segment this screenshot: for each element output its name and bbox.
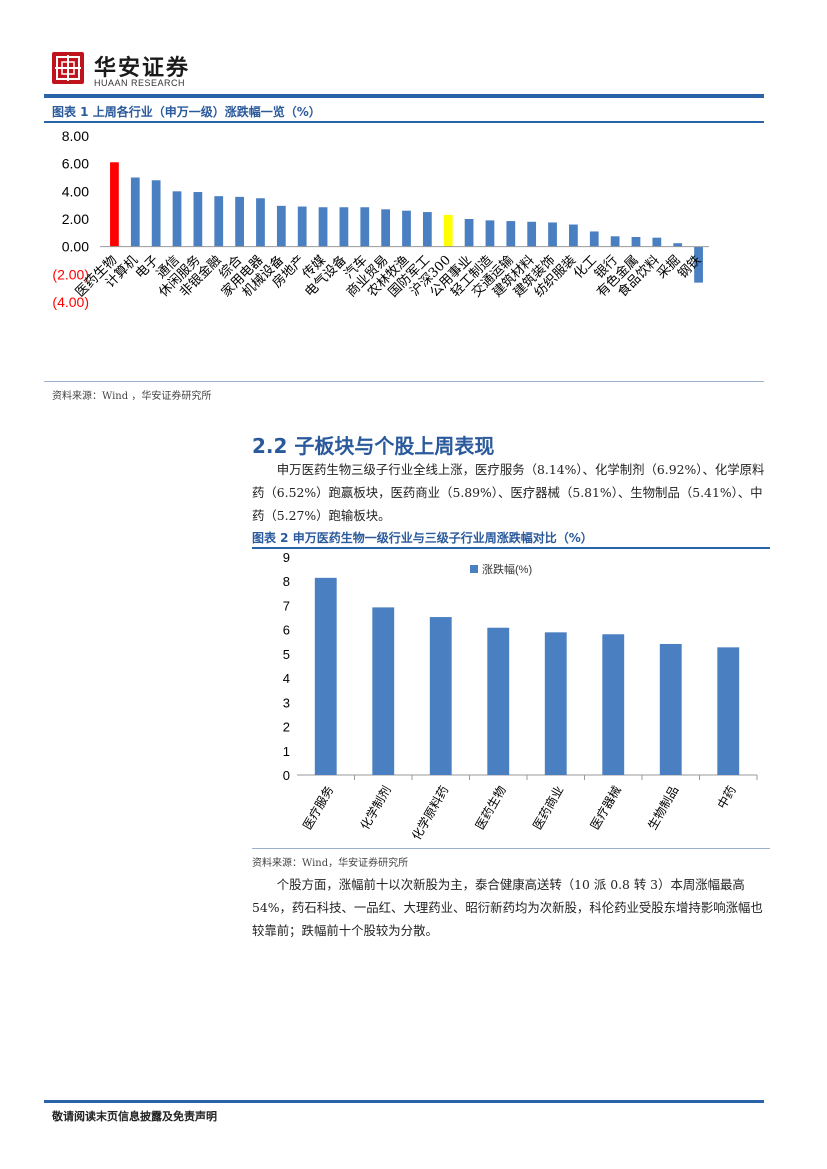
x-tick-label: 医药商业 <box>529 783 566 832</box>
bar <box>485 220 495 247</box>
legend-label: 涨跌幅(%) <box>482 562 532 576</box>
x-tick-label: 医药生物 <box>473 784 509 833</box>
bar <box>372 607 395 775</box>
legend-swatch <box>470 565 478 573</box>
bar <box>610 236 620 247</box>
bar <box>659 643 682 775</box>
stock-paragraph: 个股方面，涨幅前十以次新股为主，泰合健康高送转（10 派 0.8 转 3）本周涨… <box>252 877 763 938</box>
y-tick-label: 1 <box>283 744 290 759</box>
section-title: 2.2 子板块与个股上周表现 <box>252 434 495 458</box>
figure2-top-rule <box>252 547 770 549</box>
bar <box>235 196 244 247</box>
footer-disclaimer: 敬请阅读末页信息披露及免责声明 <box>52 1110 217 1123</box>
y-tick-label: 5 <box>283 647 290 662</box>
figure2-bottom-rule <box>252 848 770 849</box>
bar <box>360 207 370 247</box>
bar <box>544 632 567 775</box>
bar <box>422 212 432 247</box>
industry-return-chart: 8.006.004.002.000.00(2.00)(4.00)医药生物计算机电… <box>52 128 709 310</box>
x-tick-label: 医疗器械 <box>587 783 624 832</box>
y-tick-label: 2 <box>283 720 290 735</box>
y-tick-label: 0 <box>283 768 290 783</box>
y-tick-label: 8 <box>283 574 290 589</box>
bar <box>151 180 161 247</box>
y-tick-label: 0.00 <box>62 239 89 255</box>
bar <box>172 191 182 247</box>
bar <box>717 647 740 775</box>
bar <box>602 634 625 775</box>
y-tick-label: 8.00 <box>62 128 89 144</box>
figure1-title: 图表 1 上周各行业（申万一级）涨跌幅一览（%） <box>52 105 321 119</box>
bar <box>464 219 474 247</box>
bar <box>314 577 337 775</box>
y-tick-label: 6 <box>283 623 290 638</box>
y-tick-label: 3 <box>283 695 290 710</box>
x-tick-label: 医疗服务 <box>299 783 336 832</box>
y-tick-label: (4.00) <box>52 294 89 310</box>
footer-rule <box>44 1100 764 1103</box>
y-tick-label: 9 <box>283 550 290 565</box>
y-tick-label: 7 <box>283 598 290 613</box>
y-tick-label: 2.00 <box>62 211 89 227</box>
bar <box>652 237 662 247</box>
brand-logo-icon <box>52 52 84 84</box>
subsector-return-chart: 0 1 2 3 4 5 6 7 8 9 医疗服务 化学制剂 化学原料药 医药生物 医药商业 医疗器械 生物制品 中… <box>283 550 758 842</box>
bar <box>297 206 307 247</box>
figure2-title: 图表 2 申万医药生物一级行业与三级子行业周涨跌幅对比（%） <box>252 531 593 545</box>
bar <box>443 214 453 247</box>
y-tick-label: (2.00) <box>52 266 89 282</box>
x-tick-label: 生物制品 <box>645 784 681 833</box>
y-tick-label: 6.00 <box>62 156 89 172</box>
y-tick-label: 4.00 <box>62 183 89 199</box>
bar <box>429 617 452 775</box>
header-rule <box>44 94 764 98</box>
brand-name: 华安证券 <box>94 55 191 81</box>
figure1-bottom-rule <box>44 381 764 382</box>
bar <box>339 207 349 247</box>
section-paragraph: 申万医药生物三级子行业全线上涨，医疗服务（8.14%）、化学制剂（6.92%）、… <box>252 462 765 523</box>
brand-subtitle: HUAAN RESEARCH <box>94 78 186 88</box>
bar <box>256 198 265 247</box>
x-tick-label: 中药 <box>714 783 739 811</box>
bar <box>130 177 140 247</box>
x-tick-label: 化学原料药 <box>408 783 451 842</box>
figure1-source: 资料来源：Wind ，华安证券研究所 <box>52 391 212 402</box>
figure2-source: 资料来源：Wind，华安证券研究所 <box>252 858 409 869</box>
bar <box>276 205 286 247</box>
bar <box>548 222 557 247</box>
bar <box>214 196 224 247</box>
bar <box>527 221 537 247</box>
bar <box>193 192 203 247</box>
bar <box>318 207 328 247</box>
bar <box>569 224 578 247</box>
bar <box>110 162 119 247</box>
y-tick-label: 4 <box>283 671 290 686</box>
bar <box>673 243 683 247</box>
bar <box>589 231 599 247</box>
x-tick-label: 化学制剂 <box>357 783 394 832</box>
bar <box>694 246 703 283</box>
bar <box>506 221 516 247</box>
bar <box>402 210 411 247</box>
bar <box>381 209 391 247</box>
figure1-top-rule <box>44 121 764 123</box>
bar <box>631 236 641 247</box>
bar <box>487 627 510 775</box>
